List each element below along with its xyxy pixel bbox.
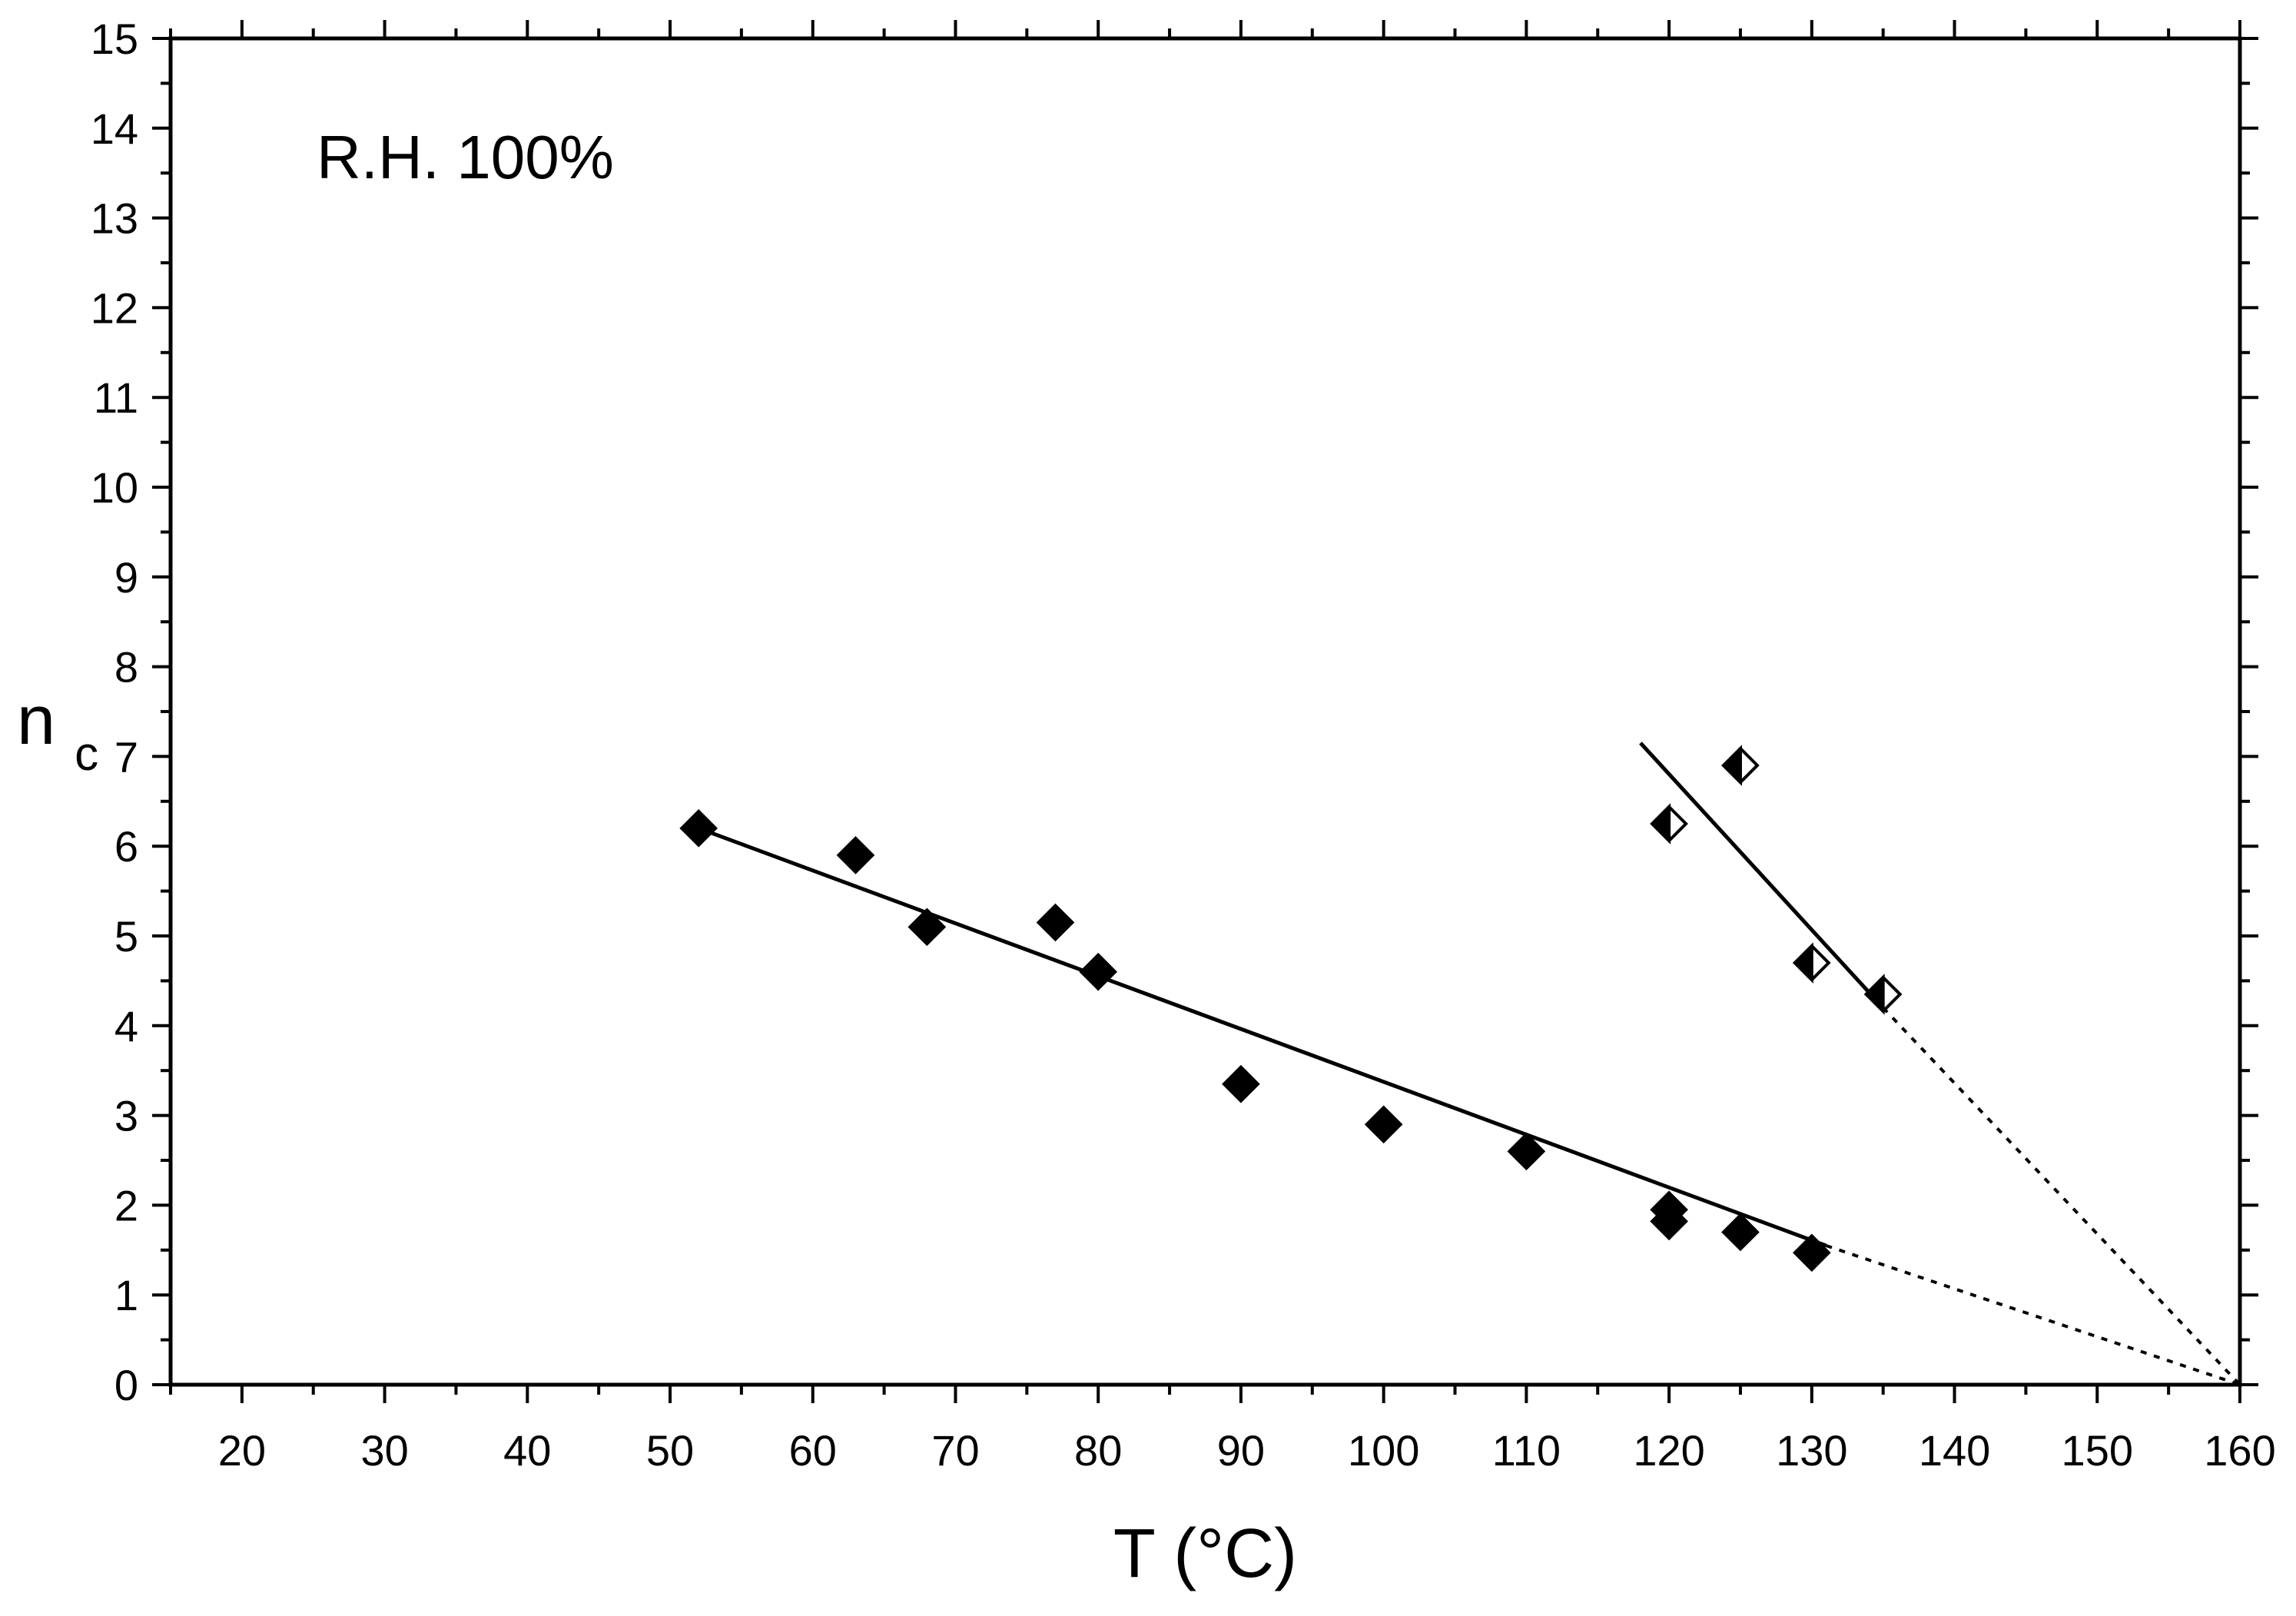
y-tick-label: 14 bbox=[91, 105, 138, 153]
y-tick-label: 1 bbox=[114, 1271, 138, 1319]
x-tick-label: 140 bbox=[1919, 1426, 1990, 1475]
x-tick-label: 40 bbox=[503, 1426, 551, 1475]
data-point-half bbox=[1650, 803, 1688, 845]
plot-frame bbox=[168, 36, 2242, 1387]
x-tick-label: 50 bbox=[646, 1426, 694, 1475]
y-axis-title-subscript: c bbox=[75, 728, 98, 781]
y-tick-label: 0 bbox=[114, 1361, 138, 1409]
y-tick-label: 4 bbox=[114, 1002, 138, 1050]
y-tick-label: 10 bbox=[91, 463, 138, 512]
y-tick-label: 5 bbox=[114, 912, 138, 961]
y-tick-label: 3 bbox=[114, 1092, 138, 1140]
fit-lines-layer bbox=[698, 742, 2241, 1386]
extrapolation-half-line bbox=[1882, 1007, 2241, 1386]
data-point-filled bbox=[907, 908, 947, 947]
x-tick-label: 160 bbox=[2204, 1426, 2275, 1475]
y-axis-title: n c bbox=[17, 682, 98, 781]
y-tick-label: 15 bbox=[91, 15, 138, 63]
axes-layer: 20 30 40 50 60 70 80 90 100 110 120 130 140 150 160012… bbox=[91, 15, 2276, 1475]
x-tick-label: 30 bbox=[360, 1426, 408, 1475]
data-point-half bbox=[1863, 974, 1903, 1015]
x-axis-title: T (°C) bbox=[1113, 1515, 1297, 1592]
x-tick-label: 90 bbox=[1217, 1426, 1265, 1475]
data-point-half bbox=[1721, 745, 1760, 786]
data-point-half-fill bbox=[1863, 974, 1885, 1015]
x-tick-label: 130 bbox=[1776, 1426, 1847, 1475]
fit-filled-line bbox=[698, 826, 1827, 1248]
x-tick-label: 120 bbox=[1633, 1426, 1704, 1475]
points-layer bbox=[679, 745, 1903, 1273]
data-point-filled bbox=[1364, 1105, 1403, 1144]
y-tick-label: 8 bbox=[114, 643, 138, 692]
y-tick-label: 7 bbox=[114, 732, 138, 781]
x-tick-label: 20 bbox=[218, 1426, 266, 1475]
data-point-half-fill bbox=[1721, 745, 1742, 786]
fit-half-line bbox=[1639, 742, 1885, 1010]
x-tick-label: 70 bbox=[931, 1426, 979, 1475]
data-point-filled bbox=[1079, 952, 1118, 991]
data-point-half-fill bbox=[1650, 803, 1671, 845]
data-point-filled bbox=[836, 836, 875, 874]
data-point-filled bbox=[1793, 1233, 1831, 1273]
x-tick-label: 150 bbox=[2062, 1426, 2133, 1475]
data-point-filled bbox=[1650, 1202, 1688, 1241]
x-tick-label: 60 bbox=[789, 1426, 837, 1475]
data-point-half-fill bbox=[1793, 942, 1813, 984]
y-tick-label: 11 bbox=[94, 373, 138, 422]
x-tick-label: 80 bbox=[1074, 1426, 1122, 1475]
data-point-filled bbox=[679, 809, 718, 848]
y-tick-label: 13 bbox=[91, 194, 138, 243]
y-axis-title-main: n bbox=[17, 682, 55, 759]
y-tick-label: 6 bbox=[114, 822, 138, 871]
annotation-text: R.H. 100% bbox=[317, 123, 614, 191]
y-tick-label: 9 bbox=[114, 553, 138, 602]
y-tick-label: 12 bbox=[91, 284, 138, 332]
labels-layer: R.H. 100% T (°C) n c bbox=[17, 123, 1297, 1592]
x-tick-label: 110 bbox=[1492, 1426, 1561, 1475]
data-point-filled bbox=[1721, 1213, 1760, 1252]
y-tick-label: 2 bbox=[114, 1181, 138, 1229]
data-point-filled bbox=[1036, 903, 1075, 942]
data-point-half bbox=[1793, 942, 1831, 984]
x-tick-label: 100 bbox=[1348, 1426, 1419, 1475]
data-point-filled bbox=[1222, 1064, 1260, 1103]
data-point-filled bbox=[1507, 1132, 1546, 1171]
extrapolation-filled-line bbox=[1825, 1244, 2241, 1386]
